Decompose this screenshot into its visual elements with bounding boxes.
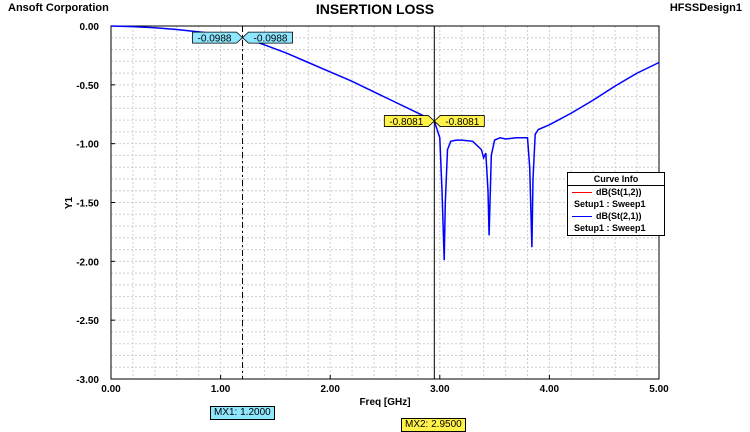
- y-tick-label: -3.00: [76, 375, 99, 386]
- x-tick-label: 0.00: [101, 384, 121, 395]
- y-tick-label: -2.50: [76, 316, 99, 327]
- company-name: Ansoft Corporation: [8, 2, 109, 14]
- marker-mx1-x-label[interactable]: MX1: 1.2000: [210, 406, 275, 420]
- marker-value-label: -0.0988: [254, 34, 288, 45]
- legend-entry[interactable]: dB(St(1,2)): [568, 186, 664, 198]
- y-axis-label: Y1: [64, 196, 75, 209]
- legend-swatch: [572, 216, 592, 217]
- series-layer: [110, 25, 660, 261]
- marker-value-flag: [192, 31, 244, 44]
- grid: [111, 26, 659, 379]
- project-name: HFSSDesign1: [669, 2, 742, 14]
- x-tick-label: 3.00: [430, 384, 450, 395]
- markers-layer: -0.0988 -0.0988 -0.8081 -0.8081: [192, 26, 485, 379]
- y-tick-label: -2.00: [76, 257, 99, 268]
- marker-value-flag: [241, 31, 293, 44]
- legend-title: Curve Info: [568, 173, 664, 186]
- y-axis-ticks: 0.00 -0.50 -1.00 -1.50 -2.00 -2.50 -3.00: [76, 22, 115, 386]
- x-tick-label: 5.00: [649, 384, 669, 395]
- y-tick-label: -1.50: [76, 199, 99, 210]
- x-tick-label: 2.00: [320, 384, 340, 395]
- curve-info-legend[interactable]: Curve Info dB(St(1,2)) Setup1 : Sweep1 d…: [567, 172, 665, 236]
- marker-value-label: -0.8081: [445, 117, 479, 128]
- marker-value-label: -0.0988: [198, 34, 232, 45]
- chart-title: INSERTION LOSS: [315, 1, 435, 17]
- marker-value-label: -0.8081: [389, 117, 423, 128]
- marker-value-flag: [433, 115, 485, 127]
- y-tick-label: 0.00: [80, 22, 100, 33]
- x-tick-label: 1.00: [211, 384, 231, 395]
- x-axis-ticks: 0.00 1.00 2.00 3.00 4.00 5.00: [101, 375, 669, 395]
- legend-swatch: [572, 192, 592, 193]
- y-tick-label: -0.50: [76, 81, 99, 92]
- x-tick-label: 4.00: [540, 384, 560, 395]
- legend-entry[interactable]: dB(St(2,1)): [568, 210, 664, 222]
- y-tick-label: -1.00: [76, 140, 99, 151]
- legend-entry-name: dB(St(1,2)): [596, 187, 642, 197]
- legend-entry-setup: Setup1 : Sweep1: [574, 223, 646, 233]
- marker-mx2-x-label[interactable]: MX2: 2.9500: [401, 418, 466, 432]
- marker-value-flag: [383, 115, 435, 127]
- legend-entry-name: dB(St(2,1)): [596, 211, 642, 221]
- series-line: [110, 25, 660, 261]
- x-axis-label: Freq [GHz]: [359, 397, 410, 408]
- legend-entry-setup: Setup1 : Sweep1: [574, 199, 646, 209]
